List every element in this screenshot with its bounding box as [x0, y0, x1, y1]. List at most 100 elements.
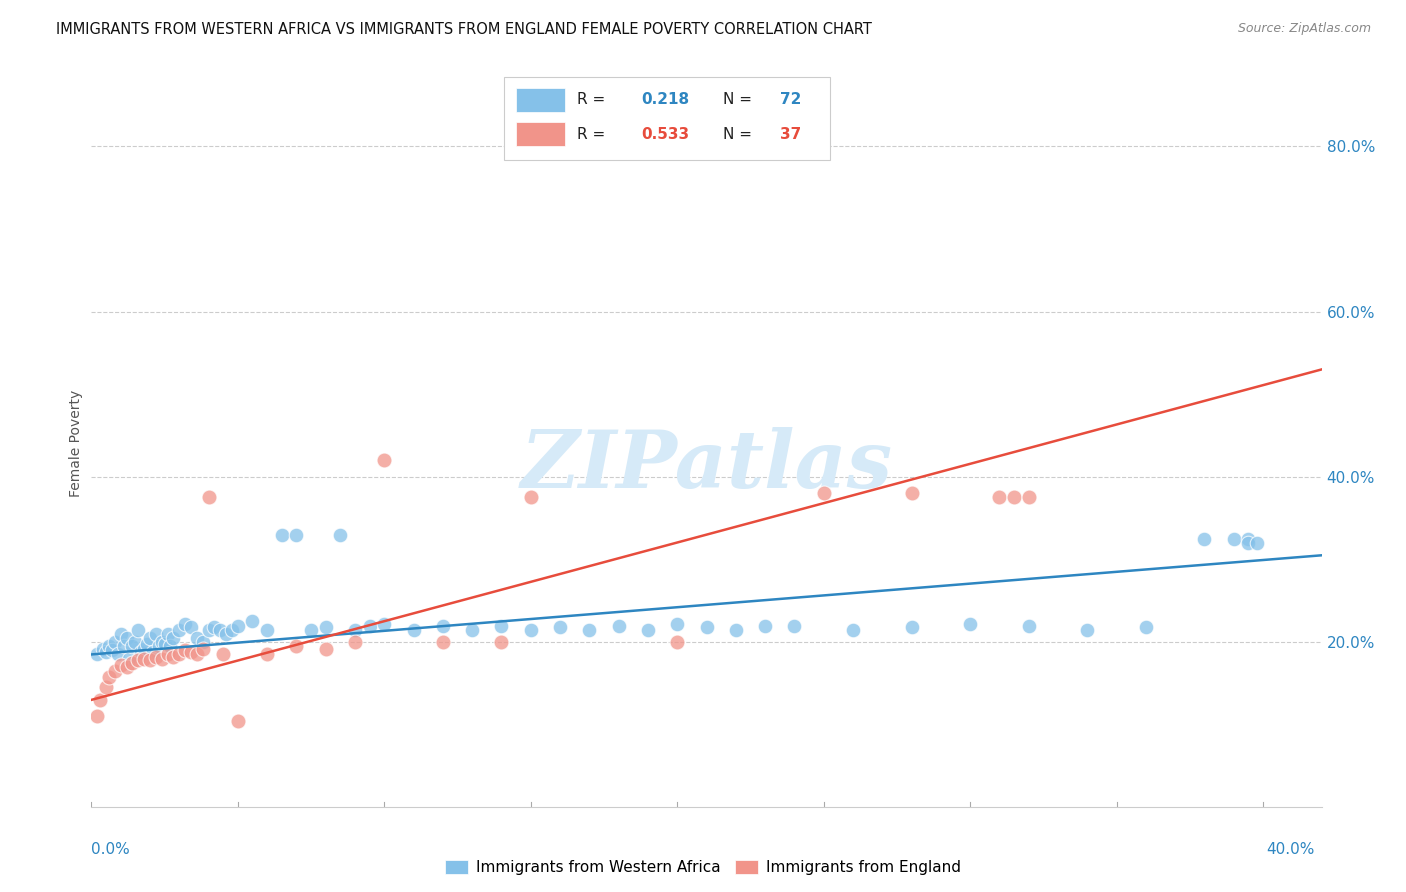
Point	[695, 620, 717, 634]
Y-axis label: Female Poverty: Female Poverty	[69, 390, 83, 498]
Text: Source: ZipAtlas.com: Source: ZipAtlas.com	[1237, 22, 1371, 36]
Text: 37: 37	[780, 127, 801, 142]
Point	[129, 645, 152, 659]
Point	[197, 623, 219, 637]
Point	[315, 641, 337, 656]
Point	[104, 635, 127, 649]
Text: 72: 72	[780, 93, 801, 107]
Point	[432, 618, 454, 632]
Point	[607, 618, 630, 632]
Point	[519, 623, 541, 637]
Point	[191, 641, 214, 656]
Point	[754, 618, 776, 632]
Point	[285, 639, 308, 653]
Point	[226, 714, 249, 728]
Point	[900, 620, 922, 634]
Point	[343, 623, 366, 637]
Point	[186, 631, 208, 645]
Point	[127, 653, 149, 667]
Point	[402, 623, 425, 637]
Point	[491, 618, 513, 632]
Point	[783, 618, 806, 632]
Point	[142, 645, 165, 659]
Point	[145, 627, 167, 641]
Point	[169, 648, 191, 662]
Point	[548, 620, 571, 634]
Point	[343, 635, 366, 649]
Point	[98, 670, 120, 684]
Point	[959, 616, 981, 631]
Point	[813, 486, 835, 500]
Text: 0.0%: 0.0%	[91, 842, 131, 856]
Point	[101, 643, 124, 657]
Point	[112, 639, 135, 653]
Point	[174, 643, 197, 657]
Point	[139, 631, 162, 645]
Point	[359, 618, 381, 632]
Point	[150, 651, 173, 665]
Point	[900, 486, 922, 500]
Point	[1076, 623, 1098, 637]
Text: N =: N =	[723, 93, 756, 107]
Point	[842, 623, 865, 637]
FancyBboxPatch shape	[516, 122, 565, 145]
Point	[373, 616, 395, 631]
Point	[118, 651, 141, 665]
Point	[89, 693, 111, 707]
Point	[1002, 491, 1025, 505]
Point	[299, 623, 322, 637]
Text: ZIPatlas: ZIPatlas	[520, 427, 893, 504]
Point	[1246, 536, 1268, 550]
Point	[150, 635, 173, 649]
Point	[191, 635, 214, 649]
Point	[121, 639, 143, 653]
Point	[212, 648, 235, 662]
Point	[174, 616, 197, 631]
Point	[432, 635, 454, 649]
Point	[329, 527, 352, 541]
Point	[91, 641, 114, 656]
Point	[461, 623, 484, 637]
Point	[162, 631, 184, 645]
Point	[132, 651, 155, 665]
Point	[1018, 618, 1040, 632]
Point	[127, 623, 149, 637]
Point	[156, 648, 179, 662]
Legend: Immigrants from Western Africa, Immigrants from England: Immigrants from Western Africa, Immigran…	[440, 855, 966, 880]
Point	[256, 623, 278, 637]
Point	[115, 660, 138, 674]
Point	[256, 648, 278, 662]
Point	[159, 639, 181, 653]
Point	[86, 648, 108, 662]
Point	[202, 620, 225, 634]
Point	[94, 645, 117, 659]
Point	[121, 656, 143, 670]
Point	[491, 635, 513, 649]
Point	[1194, 532, 1216, 546]
Point	[124, 635, 146, 649]
Point	[215, 627, 238, 641]
Point	[162, 649, 184, 664]
Point	[315, 620, 337, 634]
Point	[180, 645, 202, 659]
Point	[156, 627, 179, 641]
Point	[1222, 532, 1246, 546]
Point	[104, 664, 127, 678]
Point	[139, 653, 162, 667]
Point	[197, 491, 219, 505]
Point	[110, 627, 132, 641]
Text: 0.218: 0.218	[641, 93, 689, 107]
Point	[94, 681, 117, 695]
Point	[132, 641, 155, 656]
Point	[153, 637, 176, 651]
Point	[373, 453, 395, 467]
Point	[110, 658, 132, 673]
Text: IMMIGRANTS FROM WESTERN AFRICA VS IMMIGRANTS FROM ENGLAND FEMALE POVERTY CORRELA: IMMIGRANTS FROM WESTERN AFRICA VS IMMIGR…	[56, 22, 872, 37]
Point	[209, 623, 232, 637]
Point	[519, 491, 541, 505]
Point	[86, 709, 108, 723]
Point	[145, 649, 167, 664]
Point	[724, 623, 747, 637]
Point	[136, 637, 159, 651]
Point	[107, 648, 129, 662]
